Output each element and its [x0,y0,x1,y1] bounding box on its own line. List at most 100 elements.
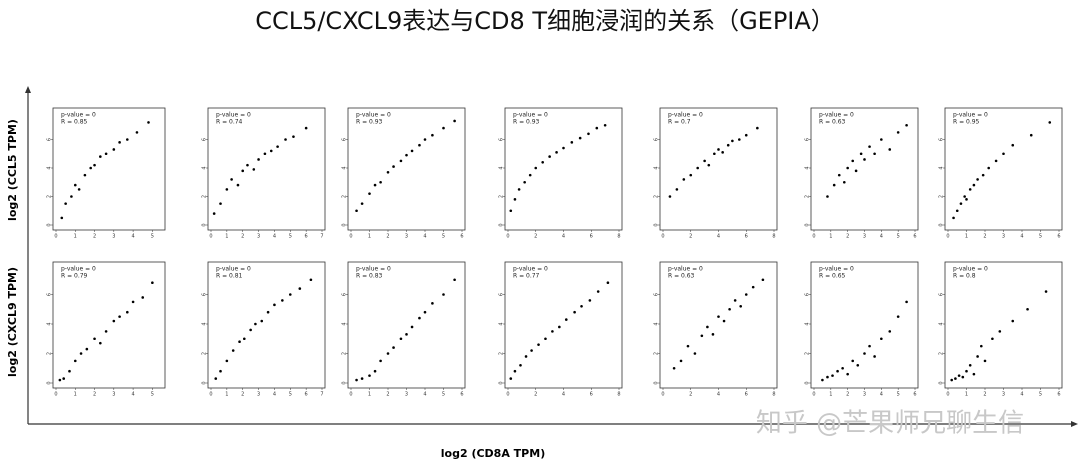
point [580,305,583,308]
point [453,119,456,123]
point [968,364,972,367]
x-tick-label: 2 [689,234,692,240]
point [957,374,961,377]
annotation: R = 0.81 [216,273,243,280]
point [355,209,358,213]
y-tick-label: 4 [499,322,505,325]
point [147,121,150,124]
point [126,138,129,141]
annotation: p-value = 0 [356,266,391,273]
point [595,126,599,130]
y-tick-label: 2 [499,352,505,355]
x-tick-label: 8 [617,234,620,240]
point [360,377,364,380]
watermark: 知乎 @芒果师兄聊生信 [756,409,1024,439]
point [976,355,979,358]
x-tick-label: 0 [812,392,815,398]
x-tick-label: 8 [772,234,775,240]
point [60,216,64,220]
point [360,202,364,205]
point [987,166,990,170]
point [99,155,102,158]
y-tick-label: 4 [47,322,53,325]
point [442,293,445,296]
y-tick-label: 6 [499,293,505,296]
point [509,209,513,213]
point [562,146,565,150]
point [905,123,908,127]
point [141,296,145,299]
point [843,180,846,184]
panel-frame [504,261,623,389]
point [431,302,434,305]
point [744,133,748,137]
x-tick-label: 6 [305,392,308,398]
x-tick-label: 6 [913,392,916,398]
y-tick-label: 0 [47,223,53,226]
point [961,375,965,379]
point [980,344,983,348]
arrow-head [25,86,31,93]
point [686,344,690,348]
y-tick-label: 6 [805,138,811,141]
point [513,369,517,373]
y-tick-label: 2 [805,352,811,355]
point [994,159,998,163]
y-tick-label: 2 [939,195,945,198]
point [837,173,841,177]
x-tick-label: 0 [349,234,352,240]
point [826,195,829,198]
point [252,168,256,171]
point [288,293,292,296]
point [523,180,526,184]
point [675,188,679,191]
x-tick-label: 4 [1020,392,1023,398]
x-tick-label: 6 [590,234,593,240]
x-tick-label: 1 [965,234,968,240]
x-tick-label: 0 [506,392,509,398]
y-tick-label: 6 [47,138,53,141]
y-tick-label: 4 [805,322,811,325]
x-tick-label: 8 [617,392,620,398]
point [418,316,421,320]
point [77,188,81,191]
x-tick-label: 4 [562,234,565,240]
figure-title: CCL5/CXCL9表达与CD8 T细胞浸润的关系（GEPIA） [255,7,835,35]
point [214,377,218,380]
point [587,132,590,136]
y-tick-label: 0 [805,381,811,384]
point [104,152,108,156]
x-tick-label: 1 [829,234,832,240]
point [93,163,96,167]
x-tick-label: 5 [1039,392,1042,398]
point [219,369,222,373]
point [442,126,445,130]
x-tick-label: 3 [405,234,408,240]
x-tick-label: 5 [1039,234,1042,240]
point [679,359,683,363]
point [968,188,972,191]
point [896,315,900,318]
point [558,325,561,329]
x-tick-label: 0 [209,392,212,398]
point [733,299,737,302]
x-tick-label: 1 [368,392,371,398]
x-tick-label: 4 [423,392,426,398]
x-tick-label: 0 [54,234,57,240]
annotation: p-value = 0 [668,266,703,273]
x-tick-label: 1 [829,392,832,398]
x-tick-label: 3 [863,234,866,240]
point [410,325,414,329]
point [118,141,121,144]
y-tick-label: 2 [499,195,505,198]
panel-frame [810,107,919,231]
point [983,359,987,363]
point [423,310,427,314]
point [863,352,866,355]
point [530,349,533,352]
point [955,209,959,213]
point [856,364,860,367]
point [405,153,408,157]
point [298,287,302,290]
point [954,377,957,380]
